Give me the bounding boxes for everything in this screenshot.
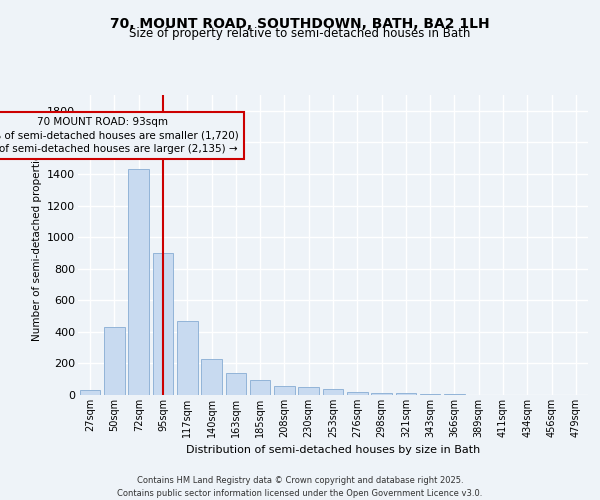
- Text: Size of property relative to semi-detached houses in Bath: Size of property relative to semi-detach…: [130, 28, 470, 40]
- Bar: [104, 327, 125, 395]
- Y-axis label: Number of semi-detached properties: Number of semi-detached properties: [32, 148, 41, 342]
- Text: 70, MOUNT ROAD, SOUTHDOWN, BATH, BA2 1LH: 70, MOUNT ROAD, SOUTHDOWN, BATH, BA2 1LH: [110, 18, 490, 32]
- Bar: [80, 390, 100, 395]
- Bar: [420, 394, 440, 395]
- Bar: [152, 253, 173, 395]
- Bar: [298, 387, 319, 395]
- Text: Contains HM Land Registry data © Crown copyright and database right 2025.
Contai: Contains HM Land Registry data © Crown c…: [118, 476, 482, 498]
- Bar: [128, 169, 149, 395]
- Bar: [177, 321, 197, 395]
- Bar: [201, 358, 222, 395]
- Text: 70 MOUNT ROAD: 93sqm
← 44% of semi-detached houses are smaller (1,720)
  55% of : 70 MOUNT ROAD: 93sqm ← 44% of semi-detac…: [0, 117, 239, 154]
- Bar: [347, 392, 368, 395]
- Bar: [274, 386, 295, 395]
- Bar: [250, 380, 271, 395]
- Bar: [323, 390, 343, 395]
- X-axis label: Distribution of semi-detached houses by size in Bath: Distribution of semi-detached houses by …: [186, 446, 480, 456]
- Bar: [226, 373, 246, 395]
- Bar: [371, 392, 392, 395]
- Bar: [395, 394, 416, 395]
- Bar: [444, 394, 465, 395]
